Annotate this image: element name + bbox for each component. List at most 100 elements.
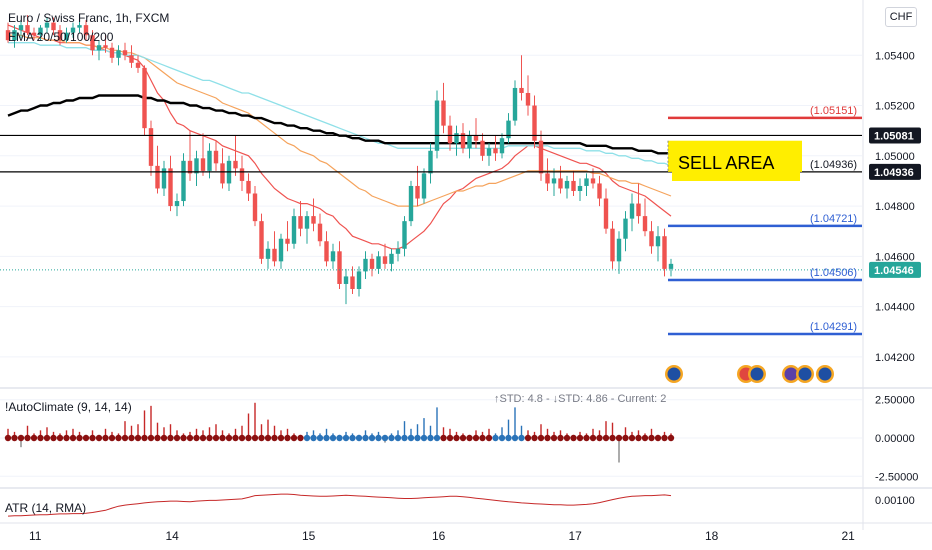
- symbol-title: Euro / Swiss Franc, 1h, FXCM: [8, 11, 170, 25]
- osc-dot: [180, 434, 187, 442]
- osc-dot: [290, 434, 298, 442]
- osc-dot: [141, 434, 148, 442]
- osc-dot: [277, 434, 285, 442]
- osc-dot: [544, 434, 551, 442]
- candle-body: [597, 183, 602, 199]
- candle-body: [421, 173, 427, 199]
- candle-body: [356, 271, 362, 289]
- candle-body: [610, 228, 615, 262]
- osc-dot: [550, 434, 558, 442]
- y-tick-label: 1.04400: [875, 302, 915, 314]
- candle-body: [200, 158, 206, 171]
- candle-body: [499, 138, 505, 154]
- level-label: (1.05151): [810, 105, 857, 117]
- y-tick-label: 1.04800: [875, 201, 915, 213]
- candle-body: [642, 216, 648, 232]
- candle-body: [324, 241, 329, 262]
- candle-body: [389, 253, 394, 264]
- candle-body: [395, 248, 401, 254]
- osc-dot: [199, 434, 207, 442]
- x-tick-label: 15: [302, 529, 316, 543]
- osc-dot: [505, 434, 512, 442]
- candle-body: [668, 263, 674, 269]
- y-tick-label: 1.05400: [875, 50, 915, 62]
- ema-line-ema50: [8, 34, 672, 207]
- candle-body: [577, 185, 583, 191]
- candle-body: [161, 168, 167, 189]
- candle-body: [590, 178, 596, 184]
- ema-legend: EMA 20/50/100/200: [8, 30, 114, 44]
- osc-dot: [128, 434, 135, 442]
- candle-body: [382, 256, 388, 264]
- osc-dot: [206, 434, 213, 442]
- candle-body: [18, 25, 24, 31]
- osc-dot: [284, 434, 291, 442]
- osc-dot: [193, 434, 200, 442]
- osc-dot: [225, 434, 233, 442]
- candle-body: [304, 216, 310, 229]
- osc-dot: [219, 434, 226, 442]
- price-label-box: [869, 127, 921, 144]
- osc-dot: [524, 434, 532, 442]
- candle-body: [83, 25, 89, 36]
- osc-dot: [557, 434, 564, 442]
- candle-body: [25, 25, 30, 33]
- atr-line: [7, 493, 672, 517]
- level-label: (1.04506): [810, 267, 857, 279]
- price-label-text: 1.04936: [874, 167, 914, 179]
- osc-dot: [24, 434, 31, 442]
- osc-dot: [115, 434, 122, 442]
- candle-body: [434, 100, 440, 151]
- candle-body: [584, 178, 589, 186]
- candle-body: [272, 248, 277, 262]
- osc-dot: [329, 434, 337, 442]
- candle-body: [532, 105, 537, 141]
- osc-dot: [82, 434, 90, 442]
- currency-button[interactable]: CHF: [885, 7, 917, 27]
- candle-body: [38, 27, 43, 36]
- candle-body: [480, 140, 485, 156]
- osc-dot: [472, 434, 480, 442]
- candle-body: [506, 120, 511, 139]
- osc-dot: [232, 434, 239, 442]
- osc-dot: [661, 434, 668, 442]
- osc-dot: [433, 434, 441, 442]
- candle-body: [31, 32, 37, 36]
- ema-line-ema100: [8, 42, 672, 167]
- event-icon-inner: [784, 367, 798, 381]
- osc-y-tick-label: 0.00000: [875, 433, 915, 445]
- candle-body: [135, 62, 141, 68]
- candle-body: [447, 125, 453, 144]
- osc-dot: [11, 434, 18, 442]
- candle-body: [103, 45, 108, 48]
- candle-body: [564, 180, 570, 189]
- y-tick-label: 1.04200: [875, 352, 915, 364]
- osc-dot: [362, 434, 369, 442]
- candle-body: [291, 216, 297, 244]
- osc-dot: [563, 434, 571, 442]
- candle-body: [512, 87, 518, 121]
- x-tick-label: 21: [842, 529, 856, 543]
- osc-dot: [609, 434, 616, 442]
- osc-dot: [667, 434, 675, 442]
- osc-dot: [30, 434, 38, 442]
- candle-body: [259, 221, 264, 259]
- candle-body: [603, 198, 609, 229]
- autoclimate-stats: ↑STD: 4.8 - ↓STD: 4.86 - Current: 2: [494, 393, 667, 405]
- candle-body: [213, 150, 219, 164]
- osc-dot: [342, 434, 350, 442]
- candle-body: [44, 22, 50, 28]
- osc-dot: [518, 434, 525, 442]
- candle-body: [311, 216, 316, 224]
- osc-dot: [121, 434, 129, 442]
- candle-body: [343, 276, 349, 284]
- candle-body: [194, 158, 199, 174]
- price-label-text: 1.04546: [874, 265, 914, 277]
- candle-body: [623, 218, 628, 239]
- candle-body: [77, 25, 82, 28]
- osc-dot: [336, 434, 343, 442]
- osc-dot: [576, 434, 584, 442]
- candle-body: [174, 201, 180, 207]
- candle-body: [187, 160, 193, 174]
